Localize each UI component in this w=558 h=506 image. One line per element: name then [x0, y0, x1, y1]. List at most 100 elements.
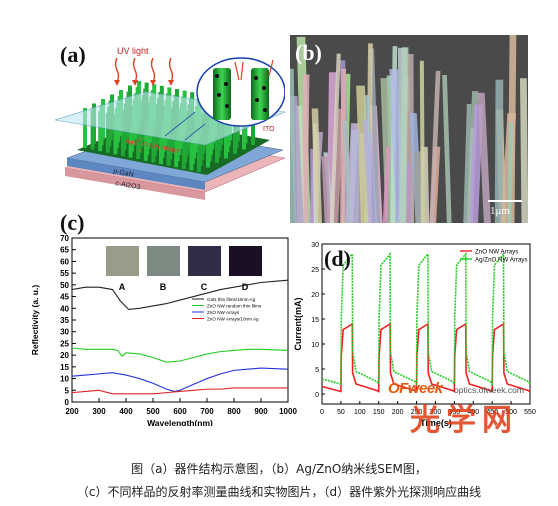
- y-tick-label: 15: [311, 317, 319, 324]
- photoresponse-chart: 0 50 100 150 200 250 300 350 400 450 500 550 0 5 10 15 2…: [293, 242, 536, 428]
- panel-a: UV light ITO Ag/ZnO NW Arrays p-GaN c-Al…: [54, 40, 287, 200]
- y-tick-label: 0: [315, 392, 319, 399]
- y-tick-label: 25: [60, 339, 69, 348]
- sem-nanowire: [519, 78, 528, 223]
- zoom-circle: [196, 57, 286, 127]
- x-tick-label: 150: [373, 409, 385, 416]
- legend-entry: ZnO NW Arrays: [475, 249, 518, 256]
- x-axis-label: Wavelength(nm): [147, 418, 213, 426]
- figure-caption-line2: （c）不同样品的反射率测量曲线和实物图片，（d）器件紫外光探测响应曲线: [76, 485, 482, 499]
- x-tick-label: 350: [449, 409, 461, 416]
- x-tick-label: 400: [119, 407, 133, 416]
- y-tick-label: 30: [60, 328, 69, 337]
- sample-label: B: [160, 282, 167, 292]
- sample-label: A: [119, 282, 126, 292]
- x-tick-label: 0: [320, 409, 324, 416]
- y-tick-label: 20: [60, 351, 69, 360]
- sample-photo: [106, 246, 139, 276]
- x-tick-label: 100: [354, 409, 366, 416]
- sample-label: D: [242, 282, 249, 292]
- plot-frame: [321, 243, 531, 405]
- uv-label: UV light: [117, 46, 149, 56]
- figure-caption-line1: 图（a）器件结构示意图，（b）Ag/ZnO纳米线SEM图，: [131, 462, 427, 476]
- panel-b-label: (b): [295, 40, 322, 65]
- ito-label: ITO: [263, 126, 275, 133]
- watermark-brand: OFweek: [388, 380, 443, 397]
- x-tick-label: 550: [524, 409, 536, 416]
- y-tick-label: 25: [311, 267, 319, 274]
- watermark-url: optics.ofweek.com: [454, 385, 524, 395]
- y-tick-label: 40: [60, 304, 69, 313]
- ag-particles: [215, 74, 267, 112]
- x-tick-label: 300: [92, 407, 106, 416]
- sem-nanowire: [419, 60, 425, 223]
- sem-nanowire: [507, 122, 514, 223]
- sem-nanowire: [362, 120, 373, 223]
- series-line: [71, 387, 288, 395]
- sem-nanowire: [442, 75, 452, 223]
- panel-c-label: (c): [60, 210, 85, 235]
- pgan-label: p-GaN: [113, 168, 135, 178]
- x-tick-label: 500: [505, 409, 517, 416]
- sem-nanowire: [494, 79, 504, 223]
- panel-a-label: (a): [60, 42, 86, 67]
- y-tick-label: 5: [315, 367, 319, 374]
- zoom-nanowire: [251, 68, 269, 120]
- x-tick-label: 50: [337, 409, 345, 416]
- y-tick-label: 45: [60, 293, 69, 302]
- substrate-label: c-Al2O3: [115, 180, 141, 191]
- x-tick-label: 400: [467, 409, 479, 416]
- y-tick-label: 35: [60, 316, 69, 325]
- x-tick-label: 200: [392, 409, 404, 416]
- series-line: [71, 347, 289, 363]
- sem-nanowire: [406, 162, 412, 223]
- sem-nanowire: [429, 70, 441, 223]
- sem-nanowire: [349, 129, 360, 223]
- y-tick-label: 10: [60, 375, 69, 384]
- y-tick-label: 10: [311, 342, 319, 349]
- sem-nanowire: [463, 104, 472, 223]
- sem-micrograph: [290, 35, 528, 223]
- uv-arrowheads: [114, 80, 174, 86]
- sem-nanowire: [321, 156, 332, 223]
- y-tick-label: 65: [60, 246, 69, 255]
- uv-arrows: [114, 57, 174, 83]
- legend-entry: Ag/ZnO NW Arrays: [475, 257, 528, 264]
- sample-photo: [229, 246, 262, 276]
- legend-entry: ZnO NW random thin films: [207, 304, 262, 309]
- x-axis-label: Time(s): [420, 418, 452, 428]
- y-tick-label: 30: [311, 242, 319, 249]
- x-tick-label: 700: [200, 407, 214, 416]
- legend-entry: GaN thin films/10nm Ag: [207, 297, 256, 302]
- panel-b-sem-image: [290, 35, 528, 223]
- x-tick-label: 800: [227, 407, 241, 416]
- x-tick-label: 250: [411, 409, 423, 416]
- x-tick-label: 900: [254, 407, 268, 416]
- reflectivity-chart: 200 300 400 500 600 700 800 900 1000 0 5 10 15 20 25 30…: [30, 234, 297, 426]
- sem-nanowire: [356, 85, 370, 223]
- sample-label: C: [201, 282, 208, 292]
- x-tick-label: 500: [146, 407, 160, 416]
- x-tick-label: 300: [430, 409, 442, 416]
- substrate-side: [65, 168, 205, 200]
- x-tick-label: 450: [486, 409, 498, 416]
- legend-entry: ZnO NW Arrays/10nm Ag: [207, 317, 259, 322]
- y-tick-label: 15: [60, 363, 69, 372]
- sem-nanowire: [399, 47, 409, 223]
- y-tick-label: 0: [65, 398, 70, 407]
- series-line: [71, 279, 289, 311]
- x-tick-label: 1000: [279, 407, 297, 416]
- y-axis-label: Reflectivity (a. u.): [30, 285, 40, 356]
- y-tick-label: 55: [60, 269, 69, 278]
- scale-bar: [488, 200, 522, 202]
- nanowire: [83, 108, 87, 148]
- x-tick-label: 600: [173, 407, 187, 416]
- y-axis-label: Current(mA): [293, 297, 303, 350]
- sem-nanowire: [329, 53, 341, 223]
- watermark-big-text: 光学网: [410, 403, 518, 438]
- device-schematic: UV light ITO Ag/ZnO NW Arrays p-GaN c-Al…: [54, 46, 287, 200]
- sem-nanowire: [382, 146, 391, 223]
- zoom-line: [184, 123, 206, 141]
- sem-nanowire: [290, 68, 297, 223]
- y-tick-label: 20: [311, 292, 319, 299]
